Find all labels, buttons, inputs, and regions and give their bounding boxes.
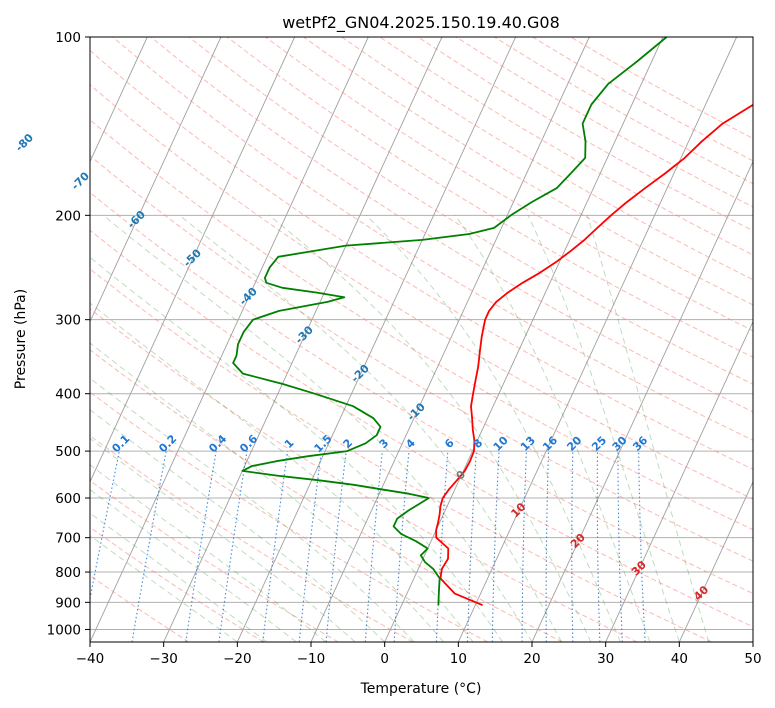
dry-adiabat-line xyxy=(90,229,753,628)
moist-adiabat-line xyxy=(527,215,680,642)
moist-adiabat-line xyxy=(90,534,238,642)
dry-adiabat-line xyxy=(90,268,712,642)
x-tick-label: 50 xyxy=(744,651,761,667)
moist-adiabat-line xyxy=(90,377,415,642)
mixing-ratio-line xyxy=(185,451,217,642)
y-axis: 100 200 300 400 500 600 700 800 900 1000 xyxy=(47,30,90,638)
isotherm-line xyxy=(457,37,738,642)
moist-adiabat-line xyxy=(179,214,562,642)
mixing-ratio-line xyxy=(298,451,322,642)
x-axis: −40 −30 −20 −10 0 10 20 30 40 50 xyxy=(76,642,762,667)
dry-adiabat-line xyxy=(112,37,753,441)
y-tick-label: 400 xyxy=(55,387,81,403)
mixing-ratio-line xyxy=(262,451,289,642)
mixing-ratio-line xyxy=(218,451,248,642)
isotherm-line xyxy=(90,37,369,642)
dry-adiabat-line xyxy=(188,37,753,385)
y-tick-label: 1000 xyxy=(47,622,81,638)
moist-adiabat-line xyxy=(90,488,297,642)
y-tick-label: 700 xyxy=(55,531,81,547)
dry-adiabat-line xyxy=(150,37,753,413)
moist-adiabat-line xyxy=(90,409,386,642)
moist-adiabat-line xyxy=(454,215,651,642)
dry-adiabat-line xyxy=(90,391,488,642)
y-tick-label: 100 xyxy=(55,30,81,46)
dry-adiabat-line xyxy=(303,37,753,306)
x-tick-label: 30 xyxy=(597,651,614,667)
x-tick-label: −20 xyxy=(223,651,252,667)
chart-title: wetPf2_GN04.2025.150.19.40.G08 xyxy=(282,13,560,33)
sounding-series xyxy=(232,37,753,607)
y-tick-label: 800 xyxy=(55,565,81,581)
y-tick-label: 300 xyxy=(55,313,81,329)
moist-adiabat-line xyxy=(90,512,268,642)
moist-adiabat-line xyxy=(90,342,444,642)
x-tick-label: 0 xyxy=(380,651,389,667)
mixing-ratio-line xyxy=(364,451,383,642)
dry-adiabat-line xyxy=(90,349,563,642)
isotherm-line xyxy=(531,160,753,642)
x-tick-label: −10 xyxy=(297,651,326,667)
isotherm-line xyxy=(90,37,296,483)
x-tick-label: 40 xyxy=(671,651,688,667)
isotherm-line xyxy=(90,37,222,323)
temperature-trace xyxy=(435,103,753,607)
y-tick-label: 900 xyxy=(55,595,81,611)
moist-adiabat-line xyxy=(268,214,592,642)
x-tick-label: −30 xyxy=(149,651,178,667)
dry-adiabat-line xyxy=(90,574,190,642)
moist-adiabat-line xyxy=(90,464,327,642)
x-axis-label: Temperature (°C) xyxy=(360,681,482,697)
dry-adiabat-line xyxy=(90,435,414,642)
dry-adiabat-line xyxy=(90,480,339,642)
isotherm-line xyxy=(384,37,664,642)
isotherm-line xyxy=(605,320,753,642)
dry-adiabat-line xyxy=(90,119,753,531)
isotherm-line xyxy=(678,480,753,642)
y-tick-label: 500 xyxy=(55,444,81,460)
x-tick-label: −40 xyxy=(76,651,105,667)
moist-adiabat-line xyxy=(90,256,503,642)
y-tick-label: 600 xyxy=(55,491,81,507)
isotherm-line xyxy=(163,37,443,642)
y-tick-label: 200 xyxy=(55,208,81,224)
moist-adiabat-line xyxy=(90,302,474,642)
dewpoint-trace xyxy=(232,37,668,606)
plot-frame xyxy=(89,36,754,643)
mixing-ratio-line xyxy=(325,451,347,642)
x-tick-label: 10 xyxy=(450,651,467,667)
y-axis-label: Pressure (hPa) xyxy=(13,289,29,389)
isotherm-line xyxy=(236,37,517,642)
moist-adiabat-line xyxy=(586,215,710,642)
x-tick-label: 20 xyxy=(523,651,540,667)
isotherm-line xyxy=(90,37,148,163)
dry-adiabat-line xyxy=(90,154,753,562)
